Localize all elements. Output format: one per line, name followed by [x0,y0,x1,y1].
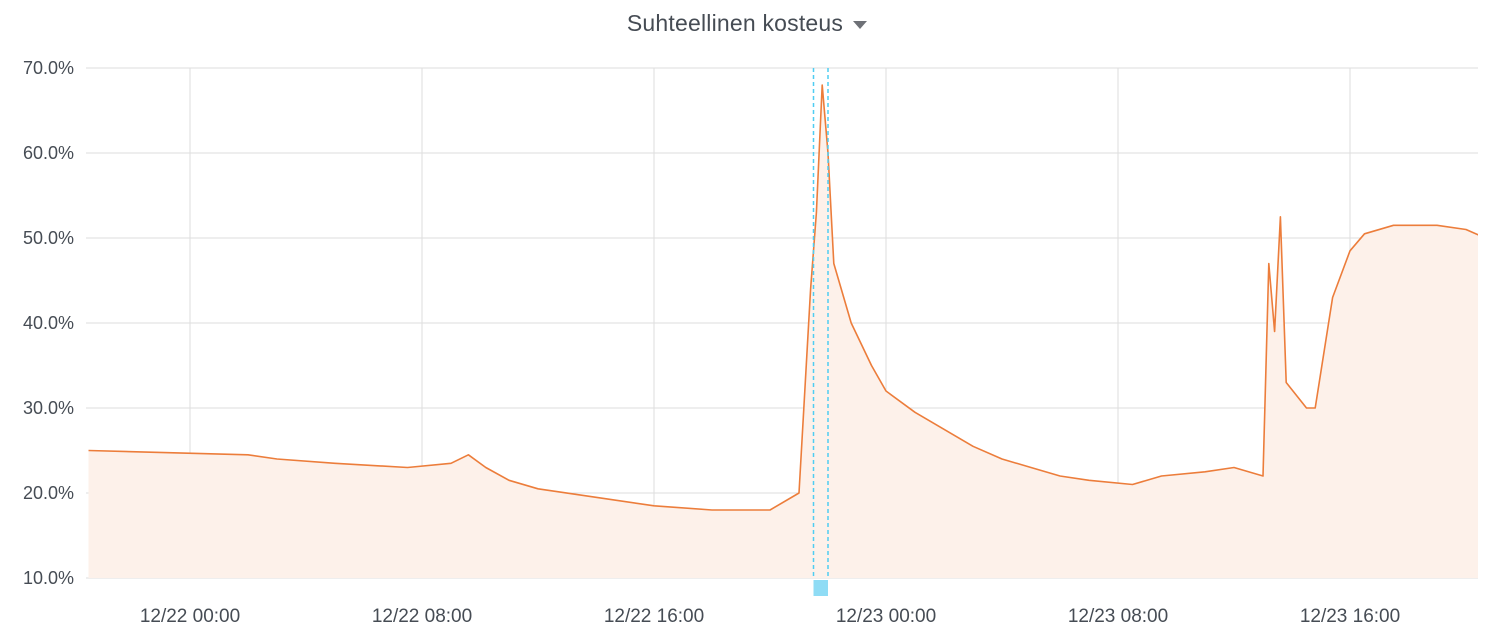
y-tick-label: 10.0% [23,568,74,588]
y-tick-label: 30.0% [23,398,74,418]
x-tick-label: 12/22 16:00 [604,606,704,627]
series-area [88,85,1478,578]
panel-title[interactable]: Suhteellinen kosteus [626,10,844,36]
x-tick-label: 12/23 08:00 [1068,606,1168,627]
caret-down-icon[interactable] [853,20,868,29]
x-tick-label: 12/23 00:00 [836,606,936,627]
x-tick-label: 12/22 00:00 [140,606,240,627]
y-tick-label: 50.0% [23,228,74,248]
y-tick-label: 60.0% [23,143,74,163]
x-tick-label: 12/23 16:00 [1300,606,1400,627]
x-tick-label: 12/22 08:00 [372,606,472,627]
y-tick-label: 40.0% [23,313,74,333]
y-tick-label: 70.0% [23,58,74,78]
series-line [88,84,1478,511]
annotation-marker[interactable] [813,580,829,596]
y-tick-label: 20.0% [23,483,74,503]
